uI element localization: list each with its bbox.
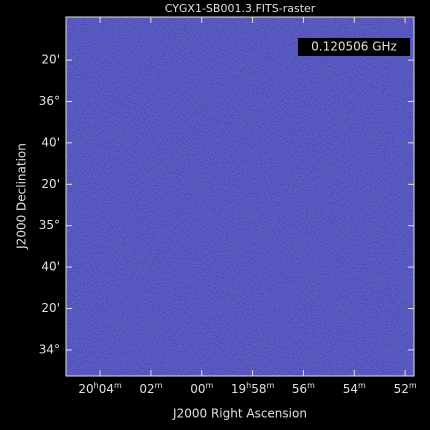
raster-noise — [66, 17, 414, 376]
frame — [65, 16, 415, 377]
x-tick-label: 19h58m — [231, 381, 275, 396]
y-tick-label: 36° — [39, 94, 60, 108]
annotation-box — [298, 38, 410, 56]
y-tick-label: 20' — [41, 177, 60, 191]
annotation: 0.120506 GHz — [311, 40, 397, 54]
x-tick-label: 20h04m — [78, 381, 122, 396]
y-tick-label: 34° — [39, 342, 60, 356]
chart-title: CYGX1-SB001.3.FITS-raster — [165, 2, 316, 15]
y-axis-label: J2000 Declination — [15, 143, 29, 250]
y-tick-label: 40' — [41, 135, 60, 149]
x-tick-label: 54m — [343, 381, 366, 396]
y-tick-label: 40' — [41, 260, 60, 274]
y-tick-label: 20' — [41, 301, 60, 315]
x-tick-label: 00m — [190, 381, 213, 396]
x-axis-label: J2000 Right Ascension — [172, 407, 307, 421]
x-tick-label: 56m — [292, 381, 315, 396]
x-tick-label: 52m — [394, 381, 417, 396]
y-tick-label: 35° — [39, 218, 60, 232]
x-tick-label: 02m — [139, 381, 162, 396]
y-tick-label: 20' — [41, 53, 60, 67]
